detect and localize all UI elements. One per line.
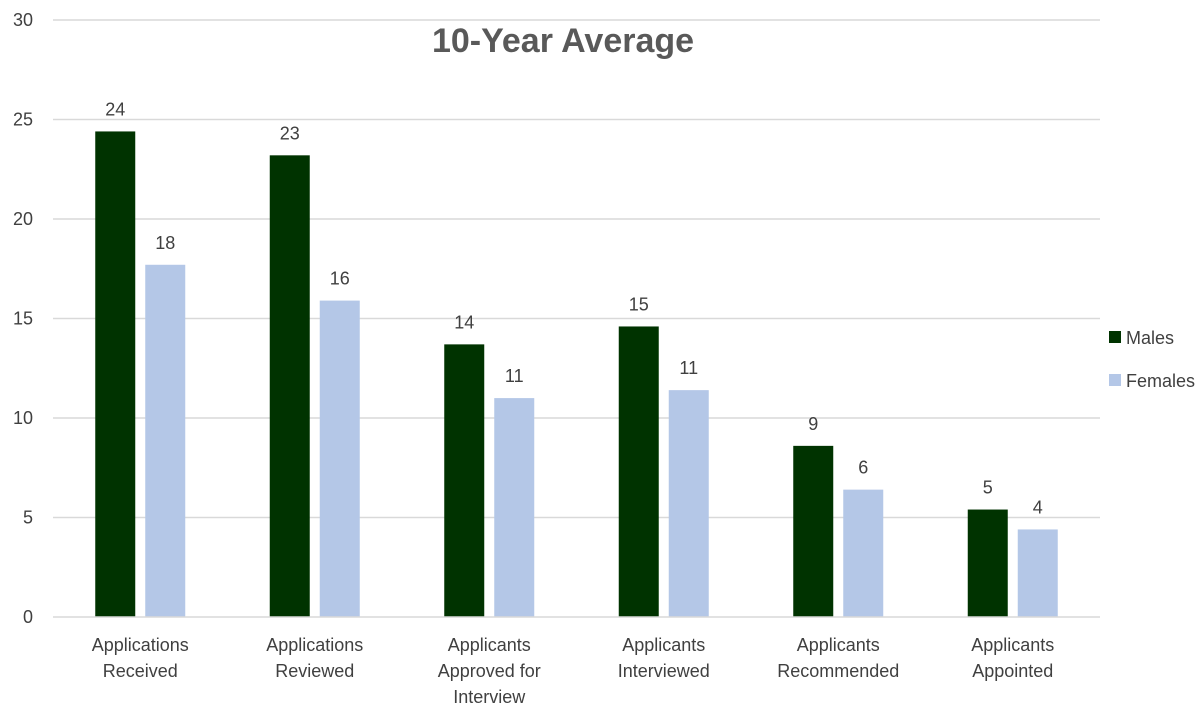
category-label-1: Applications Reviewed	[266, 635, 363, 681]
bar-males-5	[967, 509, 1008, 617]
legend-swatch-males	[1109, 331, 1121, 343]
category-label-2: Applicants Approved for Interview	[438, 635, 541, 704]
legend-swatch-females	[1109, 374, 1121, 386]
bar-females-4	[843, 489, 884, 617]
data-label-females-0: 18	[155, 233, 175, 253]
category-label-5: Applicants Appointed	[971, 635, 1054, 681]
data-label-females-1: 16	[330, 269, 350, 289]
bar-females-2	[494, 398, 535, 617]
gridlines	[53, 19, 1100, 519]
y-tick-label: 30	[13, 10, 33, 30]
bar-females-0	[145, 264, 186, 617]
bar-males-3	[618, 326, 659, 617]
category-label-line: Appointed	[972, 661, 1053, 681]
category-label-line: Approved for	[438, 661, 541, 681]
category-label-line: Reviewed	[275, 661, 354, 681]
category-label-line: Applicants	[622, 635, 705, 655]
data-label-males-0: 24	[105, 99, 125, 119]
bars	[95, 131, 1058, 617]
data-label-females-4: 6	[858, 458, 868, 478]
y-tick-label: 15	[13, 309, 33, 329]
y-tick-label: 0	[23, 607, 33, 627]
category-label-line: Interview	[453, 687, 526, 704]
y-axis-ticks: 0 5 10 15 20 25 30	[13, 10, 33, 627]
chart-title: 10-Year Average	[432, 22, 694, 60]
bar-females-1	[319, 300, 360, 617]
category-label-line: Received	[103, 661, 178, 681]
data-labels: 24 18 23 16 14 11 15 11 9 6 5 4	[105, 99, 1043, 517]
data-label-females-3: 11	[679, 358, 698, 378]
data-label-females-5: 4	[1033, 497, 1043, 517]
category-label-3: Applicants Interviewed	[618, 635, 710, 681]
legend: Males Females	[1109, 328, 1195, 391]
bar-males-0	[95, 131, 136, 617]
legend-label-females: Females	[1126, 371, 1195, 391]
category-label-line: Applicants	[971, 635, 1054, 655]
category-label-line: Interviewed	[618, 661, 710, 681]
data-label-males-3: 15	[629, 294, 649, 314]
data-label-females-2: 11	[505, 366, 524, 386]
y-tick-label: 25	[13, 110, 33, 130]
data-label-males-1: 23	[280, 123, 300, 143]
category-label-0: Applications Received	[92, 635, 189, 681]
category-label-line: Applicants	[797, 635, 880, 655]
y-tick-label: 20	[13, 209, 33, 229]
bar-females-3	[668, 390, 709, 617]
category-label-4: Applicants Recommended	[777, 635, 899, 681]
category-label-line: Applications	[92, 635, 189, 655]
bar-females-5	[1017, 529, 1058, 617]
category-label-line: Recommended	[777, 661, 899, 681]
category-label-line: Applications	[266, 635, 363, 655]
x-axis-categories: Applications Received Applications Reviewed…	[92, 635, 1055, 707]
data-label-males-4: 9	[808, 414, 818, 434]
y-tick-label: 5	[23, 508, 33, 528]
category-label-line: Applicants	[448, 635, 531, 655]
legend-label-males: Males	[1126, 328, 1174, 348]
bar-males-2	[444, 344, 485, 617]
bar-males-1	[269, 155, 310, 617]
y-tick-label: 10	[13, 408, 33, 428]
bar-males-4	[793, 445, 834, 617]
data-label-males-5: 5	[983, 478, 993, 498]
data-label-males-2: 14	[454, 312, 474, 332]
